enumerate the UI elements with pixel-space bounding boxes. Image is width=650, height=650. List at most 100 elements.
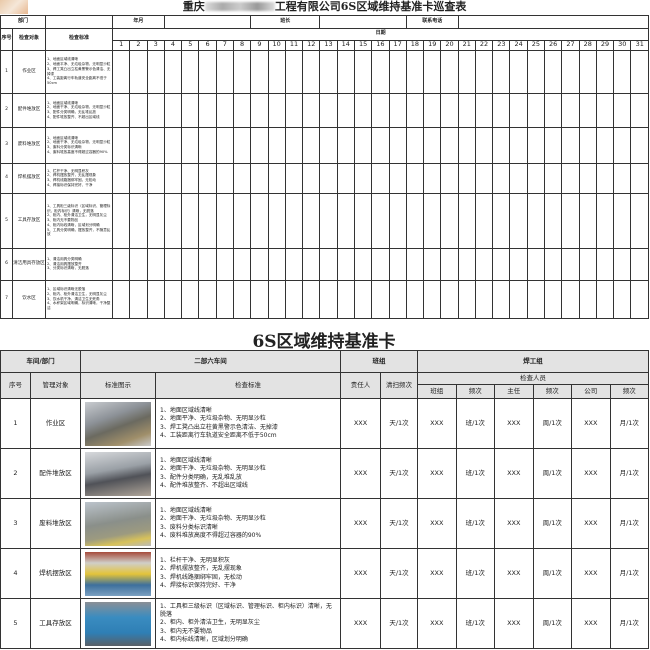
day-check-cell[interactable] bbox=[388, 49, 407, 94]
day-check-cell[interactable] bbox=[198, 92, 217, 128]
day-check-cell[interactable] bbox=[181, 162, 200, 194]
day-check-cell[interactable] bbox=[595, 126, 615, 164]
day-check-cell[interactable] bbox=[595, 92, 615, 128]
day-check-cell[interactable] bbox=[302, 192, 321, 249]
day-check-cell[interactable] bbox=[232, 92, 252, 128]
day-check-cell[interactable] bbox=[302, 126, 321, 164]
day-check-cell[interactable] bbox=[492, 126, 511, 164]
day-check-cell[interactable] bbox=[509, 247, 528, 281]
day-check-cell[interactable] bbox=[215, 162, 234, 194]
day-check-cell[interactable] bbox=[440, 279, 459, 319]
day-check-cell[interactable] bbox=[250, 192, 269, 249]
day-check-cell[interactable] bbox=[630, 247, 650, 281]
day-check-cell[interactable] bbox=[146, 126, 165, 164]
day-check-cell[interactable] bbox=[371, 192, 390, 249]
day-check-cell[interactable] bbox=[215, 279, 234, 319]
day-check-cell[interactable] bbox=[423, 247, 442, 281]
day-check-cell[interactable] bbox=[526, 49, 546, 94]
day-check-cell[interactable] bbox=[215, 247, 234, 281]
day-check-cell[interactable] bbox=[509, 126, 528, 164]
day-check-cell[interactable] bbox=[198, 279, 217, 319]
day-check-cell[interactable] bbox=[353, 162, 373, 194]
day-check-cell[interactable] bbox=[267, 162, 286, 194]
day-check-cell[interactable] bbox=[267, 279, 286, 319]
day-check-cell[interactable] bbox=[630, 279, 650, 319]
day-check-cell[interactable] bbox=[457, 49, 476, 94]
day-check-cell[interactable] bbox=[423, 162, 442, 194]
day-check-cell[interactable] bbox=[388, 247, 407, 281]
day-check-cell[interactable] bbox=[423, 279, 442, 319]
day-check-cell[interactable] bbox=[284, 92, 304, 128]
day-check-cell[interactable] bbox=[474, 279, 494, 319]
day-check-cell[interactable] bbox=[630, 126, 650, 164]
day-check-cell[interactable] bbox=[578, 192, 597, 249]
day-check-cell[interactable] bbox=[232, 279, 252, 319]
day-check-cell[interactable] bbox=[561, 126, 580, 164]
day-check-cell[interactable] bbox=[181, 92, 200, 128]
day-check-cell[interactable] bbox=[146, 92, 165, 128]
day-check-cell[interactable] bbox=[595, 247, 615, 281]
day-check-cell[interactable] bbox=[561, 192, 580, 249]
day-check-cell[interactable] bbox=[544, 126, 563, 164]
day-check-cell[interactable] bbox=[215, 92, 234, 128]
day-check-cell[interactable] bbox=[250, 92, 269, 128]
day-check-cell[interactable] bbox=[198, 126, 217, 164]
day-check-cell[interactable] bbox=[595, 192, 615, 249]
day-check-cell[interactable] bbox=[388, 92, 407, 128]
day-check-cell[interactable] bbox=[232, 247, 252, 281]
day-check-cell[interactable] bbox=[423, 92, 442, 128]
day-check-cell[interactable] bbox=[336, 92, 355, 128]
day-check-cell[interactable] bbox=[319, 279, 338, 319]
day-check-cell[interactable] bbox=[613, 49, 632, 94]
day-check-cell[interactable] bbox=[250, 126, 269, 164]
day-check-cell[interactable] bbox=[440, 162, 459, 194]
day-check-cell[interactable] bbox=[129, 126, 148, 164]
day-check-cell[interactable] bbox=[613, 279, 632, 319]
day-check-cell[interactable] bbox=[440, 126, 459, 164]
day-check-cell[interactable] bbox=[371, 247, 390, 281]
day-check-cell[interactable] bbox=[561, 49, 580, 94]
day-check-cell[interactable] bbox=[267, 49, 286, 94]
day-check-cell[interactable] bbox=[526, 126, 546, 164]
day-check-cell[interactable] bbox=[129, 162, 148, 194]
day-check-cell[interactable] bbox=[405, 126, 425, 164]
day-check-cell[interactable] bbox=[440, 192, 459, 249]
day-check-cell[interactable] bbox=[405, 162, 425, 194]
day-check-cell[interactable] bbox=[302, 279, 321, 319]
dept-value[interactable] bbox=[45, 14, 113, 29]
day-check-cell[interactable] bbox=[388, 126, 407, 164]
day-check-cell[interactable] bbox=[198, 49, 217, 94]
day-check-cell[interactable] bbox=[526, 247, 546, 281]
day-check-cell[interactable] bbox=[440, 92, 459, 128]
day-check-cell[interactable] bbox=[474, 92, 494, 128]
day-check-cell[interactable] bbox=[544, 49, 563, 94]
day-check-cell[interactable] bbox=[319, 92, 338, 128]
day-check-cell[interactable] bbox=[405, 192, 425, 249]
day-check-cell[interactable] bbox=[163, 126, 183, 164]
day-check-cell[interactable] bbox=[232, 162, 252, 194]
day-check-cell[interactable] bbox=[267, 92, 286, 128]
phone-value[interactable] bbox=[457, 14, 650, 29]
day-check-cell[interactable] bbox=[250, 49, 269, 94]
day-check-cell[interactable] bbox=[561, 92, 580, 128]
day-check-cell[interactable] bbox=[181, 49, 200, 94]
day-check-cell[interactable] bbox=[371, 162, 390, 194]
day-check-cell[interactable] bbox=[336, 279, 355, 319]
day-check-cell[interactable] bbox=[630, 162, 650, 194]
day-check-cell[interactable] bbox=[163, 247, 183, 281]
day-check-cell[interactable] bbox=[578, 247, 597, 281]
day-check-cell[interactable] bbox=[492, 247, 511, 281]
day-check-cell[interactable] bbox=[198, 192, 217, 249]
day-check-cell[interactable] bbox=[474, 247, 494, 281]
day-check-cell[interactable] bbox=[474, 162, 494, 194]
day-check-cell[interactable] bbox=[613, 247, 632, 281]
day-check-cell[interactable] bbox=[111, 126, 131, 164]
day-check-cell[interactable] bbox=[423, 192, 442, 249]
day-check-cell[interactable] bbox=[267, 247, 286, 281]
day-check-cell[interactable] bbox=[457, 126, 476, 164]
day-check-cell[interactable] bbox=[526, 92, 546, 128]
day-check-cell[interactable] bbox=[215, 49, 234, 94]
day-check-cell[interactable] bbox=[578, 49, 597, 94]
day-check-cell[interactable] bbox=[181, 247, 200, 281]
day-check-cell[interactable] bbox=[111, 247, 131, 281]
